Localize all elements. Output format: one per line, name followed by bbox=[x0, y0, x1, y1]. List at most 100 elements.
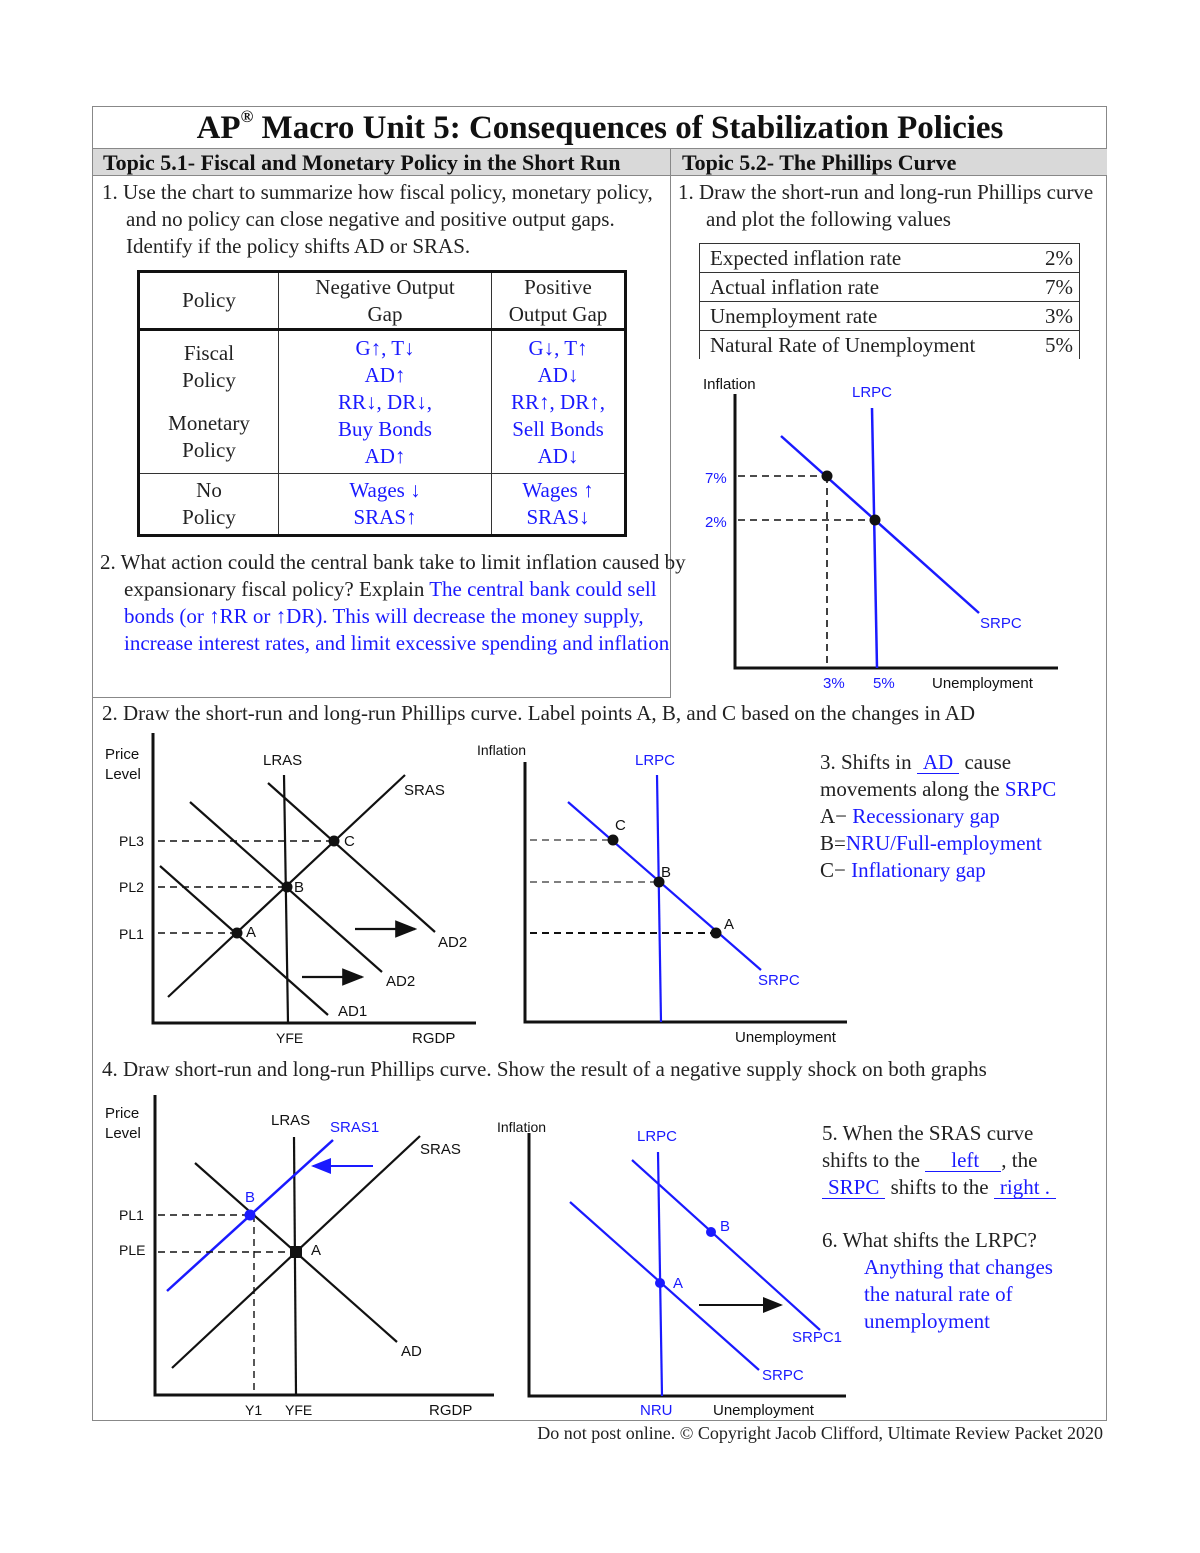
pl2-label: PL2 bbox=[119, 879, 144, 895]
lras-label: LRAS bbox=[263, 752, 302, 769]
ad2-lower-label: AD2 bbox=[386, 973, 415, 990]
y-axis bbox=[733, 394, 1058, 670]
y1-label: Y1 bbox=[245, 1402, 262, 1418]
header-policy: Policy bbox=[138, 271, 279, 331]
ad2-top-line bbox=[267, 782, 436, 933]
a-label: A bbox=[724, 916, 734, 933]
nru-label: NRU bbox=[640, 1402, 673, 1419]
question-1-text: 1. Use the chart to summarize how fiscal… bbox=[102, 180, 653, 258]
srpc-label: SRPC bbox=[762, 1367, 804, 1384]
lrpc-line bbox=[656, 1151, 664, 1397]
values-row: Unemployment rate 3% bbox=[699, 301, 1080, 331]
b-label: B bbox=[294, 879, 304, 896]
point-c bbox=[328, 835, 340, 847]
policy-cell-fiscal-monetary: Fiscal Policy Monetary Policy bbox=[138, 329, 279, 474]
point-a bbox=[231, 927, 243, 939]
answer-a: A− Recessionary gap bbox=[820, 804, 1000, 828]
a-label: A bbox=[246, 924, 256, 941]
point-a bbox=[655, 1278, 665, 1288]
axes bbox=[523, 762, 847, 1024]
question-5: 5. When the SRAS curve shifts to the lef… bbox=[822, 1120, 1057, 1201]
negative-gap-no-policy: Wages ↓ SRAS↑ bbox=[278, 473, 492, 536]
b-label: B bbox=[661, 864, 671, 881]
point-expected bbox=[869, 514, 881, 526]
tick-7pct: 7% bbox=[705, 470, 727, 487]
lrpc-line bbox=[870, 407, 879, 669]
srpc-label: SRPC bbox=[758, 972, 800, 989]
copyright-footer: Do not post online. © Copyright Jacob Cl… bbox=[537, 1423, 1103, 1443]
srpc-line bbox=[780, 435, 980, 614]
y-label: Inflation bbox=[703, 376, 756, 393]
yfe-label: YFE bbox=[285, 1402, 312, 1418]
b-label: B bbox=[720, 1218, 730, 1235]
sras-label: SRAS bbox=[420, 1141, 461, 1158]
phillips-graph-values: Inflation LRPC SRPC 7% 2% 3% 5% Unemploy… bbox=[703, 376, 1058, 692]
topic-5-1-header: Topic 5.1- Fiscal and Monetary Policy in… bbox=[93, 148, 671, 176]
point-b bbox=[653, 876, 665, 888]
worksheet-frame bbox=[92, 106, 1107, 1421]
lras-label: LRAS bbox=[271, 1112, 310, 1129]
pl1-label: PL1 bbox=[119, 1207, 144, 1223]
tick-2pct: 2% bbox=[705, 514, 727, 531]
sras-label: SRAS bbox=[404, 782, 445, 799]
axes bbox=[151, 733, 476, 1025]
y-label-level: Level bbox=[105, 766, 141, 783]
lrpc-label: LRPC bbox=[637, 1128, 677, 1145]
section-divider bbox=[92, 697, 671, 698]
question-3: 3. Shifts in AD cause movements along th… bbox=[820, 750, 1057, 882]
point-b bbox=[244, 1209, 256, 1221]
point-a bbox=[290, 1246, 302, 1258]
a-label: A bbox=[673, 1275, 683, 1292]
section-4-heading: 4. Draw short-run and long-run Phillips … bbox=[102, 1057, 987, 1081]
lrpc-line bbox=[655, 774, 663, 1023]
lras-line bbox=[282, 774, 290, 1024]
positive-gap-no-policy: Wages ↑ SRAS↓ bbox=[491, 473, 626, 536]
lrpc-label: LRPC bbox=[852, 384, 892, 401]
srpc1-line bbox=[631, 1159, 821, 1331]
ad1-label: AD1 bbox=[338, 1003, 367, 1020]
blank-ad: AD bbox=[916, 751, 960, 774]
c-label: C bbox=[344, 833, 355, 850]
policy-table: Policy Negative Output Gap Positive Outp… bbox=[137, 270, 627, 537]
ad1-line bbox=[159, 865, 329, 1016]
srpc-line bbox=[569, 1201, 760, 1371]
topic-5-2-header: Topic 5.2- The Phillips Curve bbox=[671, 148, 1107, 176]
ple-label: PLE bbox=[119, 1242, 145, 1258]
question-2: 2. What action could the central bank ta… bbox=[100, 549, 686, 657]
page-title: AP® Macro Unit 5: Consequences of Stabil… bbox=[196, 107, 1004, 146]
answer-b: B=NRU/Full-employment bbox=[820, 831, 1042, 855]
lras-line bbox=[292, 1136, 298, 1396]
point-actual bbox=[821, 470, 833, 482]
axes bbox=[527, 1133, 846, 1398]
blank-left: left bbox=[925, 1149, 1002, 1172]
c-label: C bbox=[615, 817, 626, 834]
point-b bbox=[281, 881, 293, 893]
point-c bbox=[607, 834, 619, 846]
axes bbox=[153, 1095, 494, 1397]
phillips-graph-supply-shock: Inflation LRPC B A SRPC1 SRPC NRU Unempl… bbox=[497, 1119, 846, 1419]
values-row: Natural Rate of Unemployment 5% bbox=[699, 330, 1080, 359]
negative-gap-fiscal-monetary: G↑, T↓ AD↑ RR↓, DR↓, Buy Bonds AD↑ bbox=[278, 329, 492, 474]
y-label-price: Price bbox=[105, 1105, 139, 1122]
y-label: Inflation bbox=[477, 742, 526, 758]
blank-right: right . bbox=[993, 1176, 1057, 1199]
tick-3pct: 3% bbox=[823, 675, 845, 692]
x-label: Unemployment bbox=[735, 1029, 837, 1046]
srpc-line bbox=[567, 801, 762, 971]
x-label: Unemployment bbox=[713, 1402, 815, 1419]
ad2-upper-label: AD2 bbox=[438, 934, 467, 951]
tick-5pct: 5% bbox=[873, 675, 895, 692]
blank-srpc: SRPC bbox=[822, 1176, 886, 1199]
question-6: 6. What shifts the LRPC? Anything that c… bbox=[822, 1228, 1053, 1333]
positive-gap-fiscal-monetary: G↓, T↑ AD↓ RR↑, DR↑, Sell Bonds AD↓ bbox=[491, 329, 626, 474]
adas-graph-demand-shift: Price Level LRAS SRAS PL3 PL2 PL1 A B C … bbox=[105, 733, 476, 1047]
answer-c: C− Inflationary gap bbox=[820, 858, 986, 882]
yfe-label: YFE bbox=[276, 1030, 303, 1046]
b-label: B bbox=[245, 1189, 255, 1206]
phillips-question-1: 1. Draw the short-run and long-run Phill… bbox=[678, 180, 1094, 231]
srpc1-label: SRPC1 bbox=[792, 1329, 842, 1346]
x-label-rgdp: RGDP bbox=[429, 1402, 472, 1419]
srpc-label: SRPC bbox=[980, 615, 1022, 632]
section-2-heading: 2. Draw the short-run and long-run Phill… bbox=[102, 701, 976, 725]
